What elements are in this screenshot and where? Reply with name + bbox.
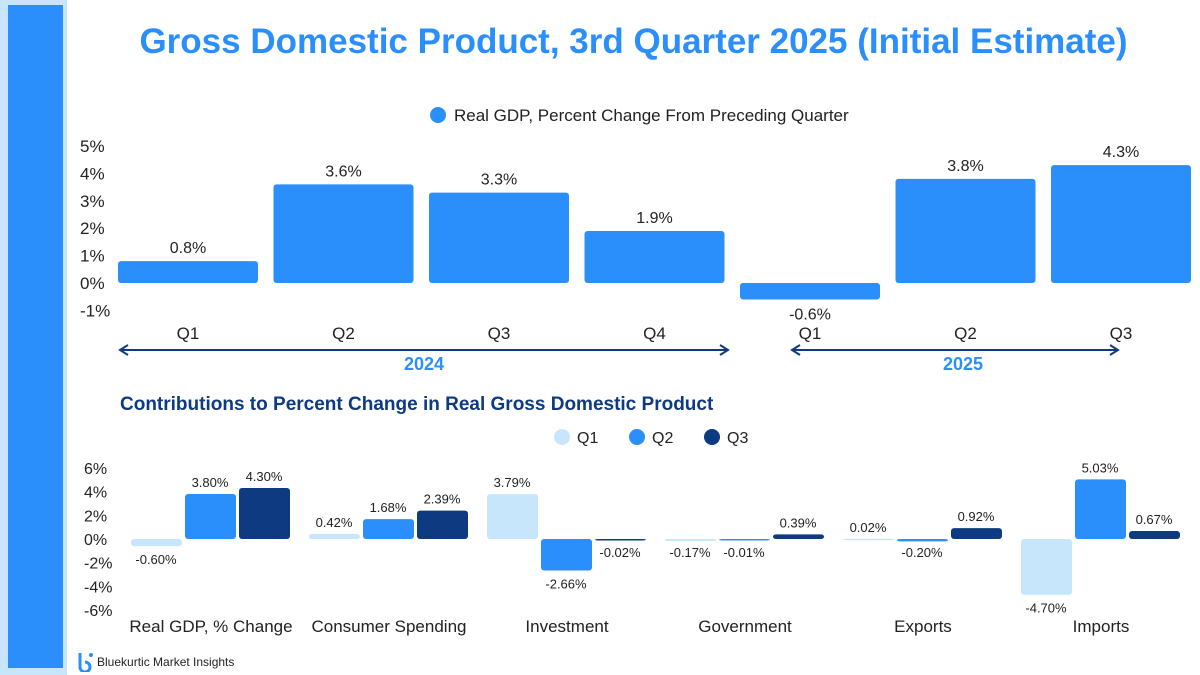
data-label: -0.01% [723, 545, 765, 560]
x-category-label: Consumer Spending [312, 617, 467, 636]
y-tick-label: -4% [84, 579, 112, 596]
gdp-bar [584, 230, 725, 283]
contribution-bar [1021, 539, 1072, 595]
data-label: 0.42% [316, 515, 353, 530]
data-label: 0.67% [1136, 512, 1173, 527]
contribution-bar [719, 539, 770, 541]
contribution-bar [951, 528, 1002, 539]
side-strip [0, 0, 67, 675]
legend-label: Q2 [652, 430, 673, 447]
year-2025-arrow-left-head [790, 344, 801, 356]
gdp-bar [118, 261, 258, 283]
x-tick-label: Q3 [1110, 324, 1133, 343]
data-label: 2.39% [424, 492, 461, 507]
brand-name: Bluekurtic Market Insights [97, 655, 235, 669]
data-label: -0.02% [599, 545, 641, 560]
gdp-bar [740, 283, 880, 300]
contribution-bar [131, 539, 182, 547]
year-label: 2025 [943, 354, 983, 374]
data-label: 0.92% [958, 509, 995, 524]
y-tick-label: -2% [84, 556, 112, 573]
side-strip-inner [8, 5, 63, 668]
contribution-bar [541, 539, 592, 571]
legend-label: Q1 [577, 430, 598, 447]
y-tick-label: -6% [84, 603, 112, 620]
contribution-bar [665, 539, 716, 542]
data-label: 0.39% [780, 515, 817, 530]
data-label: 3.6% [325, 163, 361, 180]
y-tick-label: 0% [80, 274, 105, 293]
data-label: 4.30% [246, 469, 283, 484]
legend-marker [629, 429, 645, 445]
data-label: -4.70% [1025, 601, 1067, 616]
data-label: -2.66% [545, 577, 587, 592]
x-tick-label: Q4 [643, 324, 666, 343]
y-tick-label: 5% [80, 137, 105, 156]
data-label: -0.17% [669, 545, 711, 560]
data-label: 4.3% [1103, 144, 1139, 161]
y-tick-label: 4% [84, 485, 107, 502]
page-title: Gross Domestic Product, 3rd Quarter 2025… [139, 22, 1128, 61]
gdp-bar [273, 184, 414, 283]
data-label: -0.20% [901, 545, 943, 560]
contribution-bar [897, 539, 948, 542]
data-label: 1.68% [370, 500, 407, 515]
data-label: -0.60% [135, 552, 177, 567]
year-2024-arrow-right-head [719, 344, 730, 356]
legend-marker [430, 107, 446, 123]
gdp-bar [895, 178, 1036, 283]
y-tick-label: 2% [80, 219, 105, 238]
contribution-bar [417, 510, 468, 539]
y-tick-label: 3% [80, 192, 105, 211]
data-label: 3.8% [947, 158, 983, 175]
brand-logo: Bluekurtic Market Insights [76, 652, 234, 672]
x-category-label: Investment [525, 617, 608, 636]
data-label: 5.03% [1082, 460, 1119, 475]
x-category-label: Government [698, 617, 792, 636]
logo-icon [78, 653, 93, 672]
y-tick-label: 0% [84, 532, 107, 549]
contribution-bar [1075, 479, 1126, 539]
data-label: 0.8% [170, 240, 206, 257]
y-tick-label: 2% [84, 508, 107, 525]
gdp-bar [429, 192, 569, 283]
x-category-label: Real GDP, % Change [129, 617, 292, 636]
year-2024-arrow-left-head [118, 344, 129, 356]
contribution-bar [487, 494, 538, 539]
contribution-bar [309, 534, 360, 539]
chart2-title: Contributions to Percent Change in Real … [120, 394, 714, 415]
data-label: -0.6% [789, 306, 831, 323]
legend-marker [554, 429, 570, 445]
contribution-bar [363, 519, 414, 539]
contribution-bar [843, 538, 894, 541]
x-category-label: Imports [1073, 617, 1130, 636]
year-2025-arrow-right-head [1109, 344, 1120, 356]
data-label: 3.3% [481, 172, 517, 189]
data-label: 3.79% [494, 475, 531, 490]
year-label: 2024 [404, 354, 444, 374]
gdp-bar [1051, 165, 1191, 283]
x-tick-label: Q1 [799, 324, 822, 343]
contribution-bar [239, 488, 290, 539]
x-tick-label: Q1 [177, 324, 200, 343]
x-category-label: Exports [894, 617, 952, 636]
legend-label: Q3 [727, 430, 748, 447]
y-tick-label: -1% [80, 301, 110, 320]
x-tick-label: Q2 [332, 324, 355, 343]
contribution-bar [773, 534, 824, 539]
x-tick-label: Q2 [954, 324, 977, 343]
data-label: 0.02% [850, 520, 887, 535]
y-tick-label: 4% [80, 164, 105, 183]
contribution-bar [1129, 531, 1180, 539]
data-label: 1.9% [636, 210, 672, 227]
y-tick-label: 6% [84, 461, 107, 478]
data-label: 3.80% [192, 475, 229, 490]
legend-label: Real GDP, Percent Change From Preceding … [454, 106, 849, 125]
contribution-bar [595, 539, 646, 541]
contribution-bar [185, 493, 236, 539]
legend-marker [704, 429, 720, 445]
x-tick-label: Q3 [488, 324, 511, 343]
y-tick-label: 1% [80, 247, 105, 266]
